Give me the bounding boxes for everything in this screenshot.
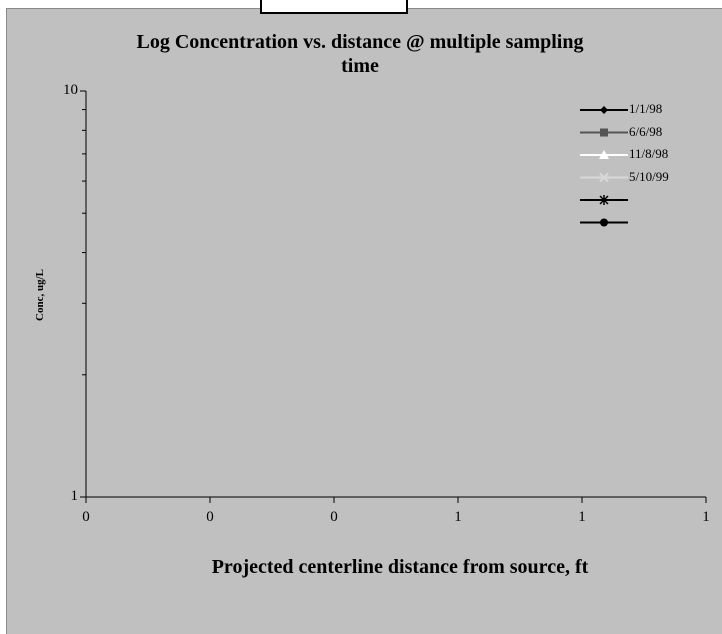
x-tick-label: 1 xyxy=(454,509,462,525)
y-axis-label: Conc, ug/L xyxy=(34,269,46,321)
y-tick-label: 1 xyxy=(70,488,79,504)
legend-label: 6/6/98 xyxy=(629,123,663,139)
axes xyxy=(80,90,707,503)
top-box xyxy=(260,0,408,14)
legend-marker xyxy=(599,150,609,159)
legend-marker xyxy=(600,128,608,137)
x-axis-label: Projected centerline distance from sourc… xyxy=(211,556,589,578)
plot-area xyxy=(86,91,706,497)
y-tick-label: 10 xyxy=(63,82,78,98)
legend-label: 11/8/98 xyxy=(629,146,669,161)
x-tick-label: 1 xyxy=(702,509,710,525)
legend xyxy=(580,106,628,227)
legend-marker xyxy=(599,195,609,205)
x-tick-label: 0 xyxy=(206,509,214,525)
legend-label: 1/1/98 xyxy=(629,101,663,116)
legend-marker xyxy=(599,172,609,183)
x-tick-label: 1 xyxy=(578,509,586,525)
chart-title-line-1: Log Concentration vs. distance @ multipl… xyxy=(136,31,584,53)
x-tick-label: 0 xyxy=(330,509,338,525)
legend-marker xyxy=(600,218,608,227)
legend-label: 5/10/99 xyxy=(629,168,669,184)
legend-marker xyxy=(600,106,608,114)
x-tick-label: 0 xyxy=(82,509,90,525)
chart-title-line-2: time xyxy=(341,55,379,77)
